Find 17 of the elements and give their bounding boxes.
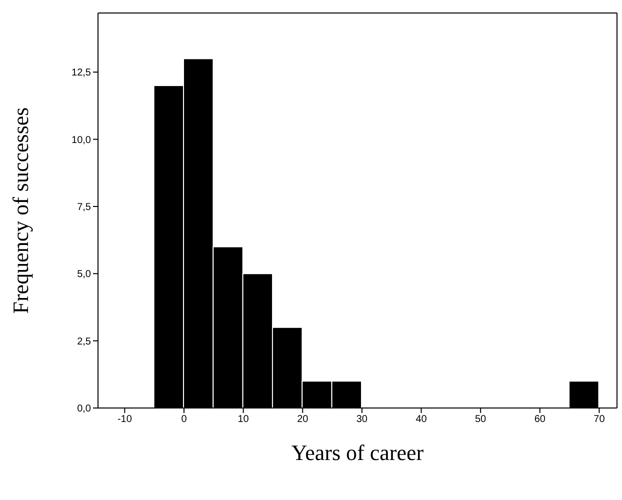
x-tick-label: 60 [534,414,546,426]
y-tick-label: 5,0 [77,269,92,280]
y-tick-label: 10,0 [72,134,92,146]
x-tick-label: 20 [297,414,309,426]
y-tick-label: 0,0 [77,404,92,415]
y-tick-label: 2,5 [77,336,92,348]
x-tick-label: 30 [356,414,368,426]
y-tick-label: 7,5 [77,202,92,214]
x-tick-label: 70 [594,414,606,426]
x-tick-label: 50 [475,414,487,426]
x-tick-label: 40 [416,414,428,426]
x-tick-label: 10 [238,414,250,426]
x-tick-label: 0 [181,414,188,426]
y-axis-title: Frequency of successes [8,107,33,314]
x-axis-title: Years of career [291,440,424,465]
y-tick-label: 12,5 [72,68,92,79]
x-tick-label: -10 [117,414,132,426]
